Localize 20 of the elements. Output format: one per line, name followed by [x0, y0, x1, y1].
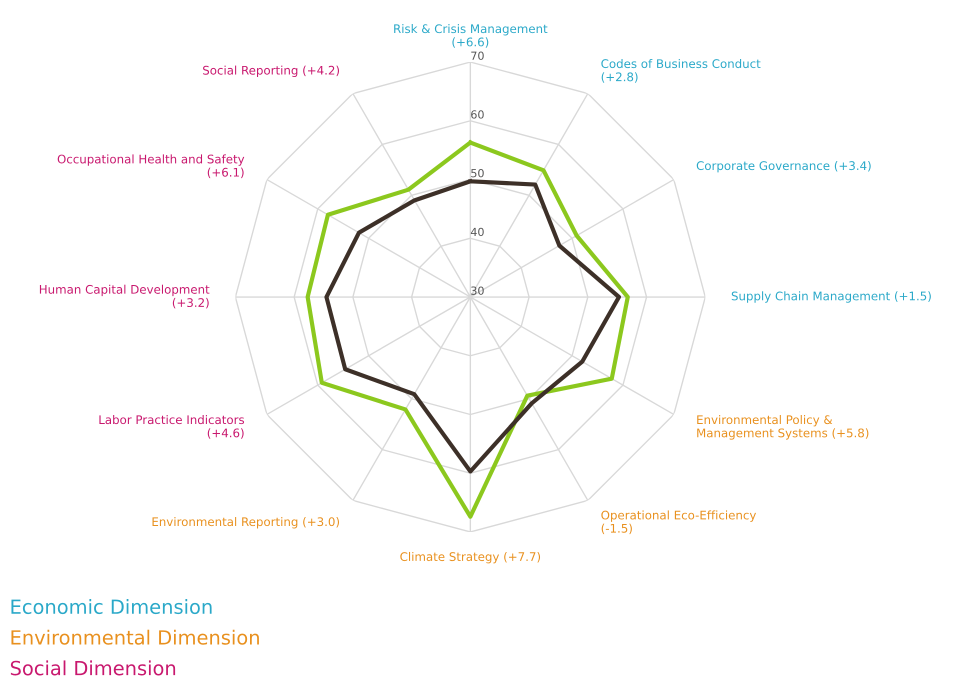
- spoke-label: Climate Strategy (+7.7): [400, 552, 540, 564]
- y-tick-label: 70: [471, 52, 484, 60]
- spoke-label: Human Capital Development (+3.2): [40, 284, 210, 308]
- text: Environmental Dimension: [11, 630, 259, 645]
- spoke-label: Supply Chain Management (+1.5): [732, 291, 931, 303]
- text: Economic Dimension: [11, 599, 212, 614]
- spoke-label: Environmental Reporting (+3.0): [152, 517, 340, 528]
- spoke-label: Codes of Business Conduct (+2.8): [601, 58, 761, 83]
- spoke-label: Social Reporting (+4.2): [203, 66, 340, 77]
- y-tick-label: 30: [471, 286, 484, 295]
- spoke-label: Labor Practice Indicators (+4.6): [99, 415, 244, 439]
- text: Social Dimension: [10, 660, 176, 676]
- y-tick-label: 40: [470, 228, 484, 236]
- y-tick-label: 60: [471, 110, 484, 119]
- spoke-label: Operational Eco-Efficiency (-1.5): [601, 510, 756, 534]
- spoke-label: Environmental Policy & Management Systems (+5.8): [697, 415, 868, 440]
- spoke-label: Risk & Crisis Management (+6.6): [394, 24, 548, 48]
- spoke-label: Occupational Health and Safety (+6.1): [58, 154, 244, 178]
- y-tick-label: 50: [471, 168, 484, 178]
- spoke-label: Corporate Governance (+3.4): [696, 160, 871, 172]
